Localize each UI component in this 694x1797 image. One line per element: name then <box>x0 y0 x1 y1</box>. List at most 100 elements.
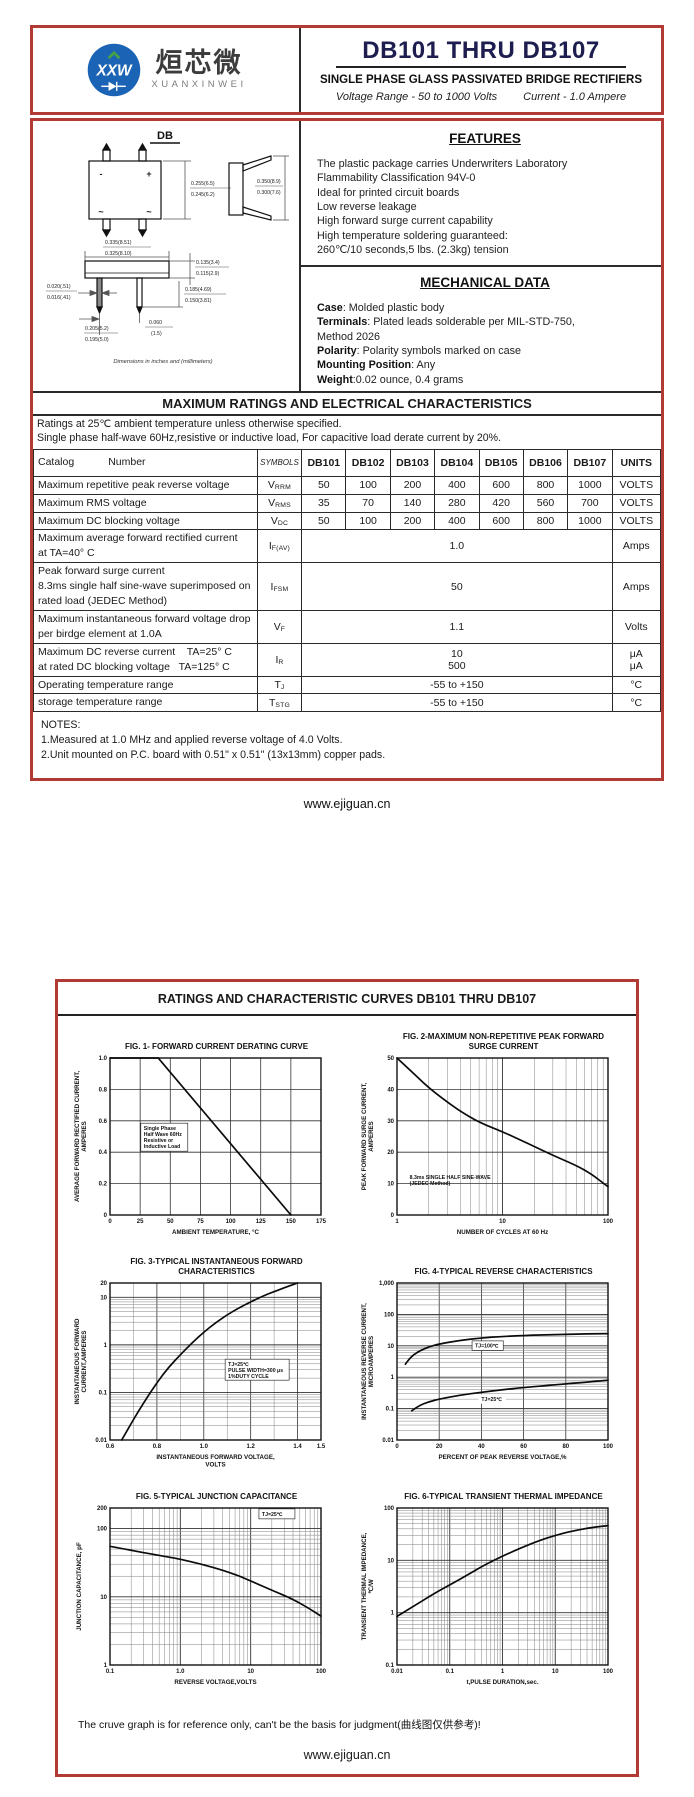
ratings-condition-2: Single phase half-wave 60Hz,resistive or… <box>37 431 502 444</box>
website-link[interactable]: www.ejiguan.cn <box>303 1748 391 1763</box>
svg-text:1: 1 <box>500 1669 504 1675</box>
device-col-header: DB105 <box>478 448 524 477</box>
notes-heading: NOTES: <box>41 719 81 732</box>
part-number-title: DB101 THRU DB107 <box>362 37 600 64</box>
svg-text:Half Wave 60Hz: Half Wave 60Hz <box>143 1132 182 1138</box>
svg-text:0.1: 0.1 <box>385 1407 394 1413</box>
svg-text:10: 10 <box>499 1219 506 1225</box>
mech-line: Weight:0.02 ounce, 0.4 grams <box>317 373 464 386</box>
brand-name-cjk: 烜芯微 <box>155 48 243 79</box>
svg-text:Single Phase: Single Phase <box>143 1126 175 1132</box>
svg-text:1.0: 1.0 <box>176 1669 185 1675</box>
dim-label: 0.335(8.51) <box>105 240 132 246</box>
symbols-header: SYMBOLS <box>256 448 303 477</box>
fig2-title: FIG. 2-MAXIMUM NON-REPETITIVE PEAK FORWA… <box>402 1032 605 1051</box>
mech-line: Polarity: Polarity symbols marked on cas… <box>317 345 522 358</box>
svg-text:TJ=25℃: TJ=25℃ <box>481 1396 502 1403</box>
dim-label: 0.115(2.9) <box>196 271 220 277</box>
package-bottom-view <box>84 260 170 315</box>
svg-text:25: 25 <box>136 1219 143 1225</box>
svg-text:20: 20 <box>100 1281 107 1287</box>
logo-circle <box>88 43 141 97</box>
svg-text:0: 0 <box>108 1219 112 1225</box>
svg-text:1,000: 1,000 <box>378 1281 394 1287</box>
device-col-header: DB104 <box>434 448 480 477</box>
mech-line: Case: Molded plastic body <box>317 302 445 314</box>
device-col-header: DB107 <box>567 448 613 477</box>
table-row-tj: Operating temperature range TJ -55 to +1… <box>33 675 662 695</box>
svg-text:200: 200 <box>96 1506 107 1512</box>
svg-text:100: 100 <box>602 1669 613 1675</box>
ratings-section-heading: MAXIMUM RATINGS AND ELECTRICAL CHARACTER… <box>33 391 661 417</box>
datasheet-page-1: XXW 烜芯微 XUANXINWEI DB101 THRU DB107 SING… <box>30 25 664 811</box>
feature-line: 260℃/10 seconds,5 lbs. (2.3kg) tension <box>317 244 509 257</box>
brand-logo-icon: XXW <box>88 43 141 97</box>
mech-line: Terminals: Plated leads solderable per M… <box>317 316 575 329</box>
svg-text:1.4: 1.4 <box>293 1444 302 1450</box>
svg-text:0.6: 0.6 <box>105 1444 114 1450</box>
fig1-title: FIG. 1- FORWARD CURRENT DERATING CURVE <box>124 1041 309 1051</box>
dimensions-caption: Dimensions in inches and (millimeters) <box>113 359 212 365</box>
svg-text:1.0: 1.0 <box>199 1444 208 1450</box>
svg-text:REVERSE VOLTAGE,VOLTS: REVERSE VOLTAGE,VOLTS <box>174 1679 256 1686</box>
curves-box: RATINGS AND CHARACTERISTIC CURVES DB101 … <box>55 979 639 1778</box>
device-col-header: DB103 <box>389 448 436 477</box>
svg-text:0.6: 0.6 <box>98 1119 107 1125</box>
fig6-transient-thermal-impedance: FIG. 6-TYPICAL TRANSIENT THERMAL IMPEDAN… <box>345 1482 632 1699</box>
dim-label: 0.255(6.5) <box>191 181 215 187</box>
svg-text:PULSE WIDTH=300 μs: PULSE WIDTH=300 μs <box>228 1368 283 1374</box>
mechanical-heading: MECHANICAL DATA <box>420 275 550 290</box>
table-row-tstg: storage temperature range TSTG -55 to +1… <box>33 693 662 713</box>
svg-text:VOLTS: VOLTS <box>205 1462 225 1469</box>
svg-text:50: 50 <box>166 1219 173 1225</box>
svg-text:10: 10 <box>100 1296 107 1302</box>
title-underline <box>336 66 626 68</box>
svg-text:1: 1 <box>395 1219 399 1225</box>
package-drawing-cell: DB - + ~ ~ <box>33 121 301 392</box>
ac-mark-1: ~ <box>98 207 103 217</box>
table-header-row: Catalog Number SYMBOLS DB101 DB102 DB103 … <box>33 448 662 477</box>
svg-text:175: 175 <box>315 1219 326 1225</box>
fig4-plot: 0 20 40 60 80 100 0.01 0.1 1 10 100 1,000 TJ=100℃ TJ=… <box>361 1281 614 1461</box>
fig3-title: FIG. 3-TYPICAL INSTANTANEOUS FORWARD CHA… <box>130 1257 303 1276</box>
svg-text:0.1: 0.1 <box>105 1669 114 1675</box>
feature-line: High temperature soldering guaranteed: <box>317 229 508 242</box>
charts-grid: FIG. 1- FORWARD CURRENT DERATING CURVE 0… <box>58 1016 636 1699</box>
brand-name: 烜芯微 XUANXINWEI <box>151 50 246 90</box>
dim-body-thickness <box>169 253 195 285</box>
device-subtitle: SINGLE PHASE GLASS PASSIVATED BRIDGE REC… <box>319 74 643 86</box>
fig5-title: FIG. 5-TYPICAL JUNCTION CAPACITANCE <box>135 1491 298 1501</box>
svg-text:1: 1 <box>390 1375 394 1381</box>
website-link[interactable]: www.ejiguan.cn <box>303 797 391 812</box>
fig5-junction-capacitance: FIG. 5-TYPICAL JUNCTION CAPACITANCE 0.1 1… <box>58 1482 345 1699</box>
svg-text:100: 100 <box>315 1669 326 1675</box>
svg-text:1.2: 1.2 <box>246 1444 255 1450</box>
main-content: DB - + ~ ~ <box>30 118 664 782</box>
dim-label: 0.150(3.81) <box>185 298 212 304</box>
fig1-forward-current-derating: FIG. 1- FORWARD CURRENT DERATING CURVE 0… <box>58 1032 345 1249</box>
svg-text:AVERAGE FORWARD RECTIFIED CURR: AVERAGE FORWARD RECTIFIED CURRENT,AMPERE… <box>74 1071 88 1202</box>
svg-text:TRANSIENT THERMAL IMPEDANCE,℃/: TRANSIENT THERMAL IMPEDANCE,℃/W <box>361 1533 375 1641</box>
dim-label: 0.325(8.10) <box>105 251 132 257</box>
svg-text:JUNCTION CAPACITANCE, pF: JUNCTION CAPACITANCE, pF <box>76 1542 83 1631</box>
svg-text:INSTANTANEOUS REVERSE CURRENT,: INSTANTANEOUS REVERSE CURRENT,MICROAMPER… <box>361 1303 375 1420</box>
fig4-reverse-characteristics: FIG. 4-TYPICAL REVERSE CHARACTERISTICS 0… <box>345 1257 632 1474</box>
svg-text:0.8: 0.8 <box>98 1088 107 1094</box>
fig4-title: FIG. 4-TYPICAL REVERSE CHARACTERISTICS <box>414 1266 593 1276</box>
svg-text:TJ=25℃: TJ=25℃ <box>228 1361 249 1368</box>
package-outline-drawing: DB - + ~ ~ <box>46 130 289 365</box>
ac-mark-2: ~ <box>146 207 151 217</box>
device-col-header: DB102 <box>345 448 391 477</box>
mechanical-data-section: MECHANICAL DATA Case: Molded plastic bod… <box>301 267 661 391</box>
svg-text:60: 60 <box>520 1444 527 1450</box>
table-row-ifsm: Peak forward surge current 8.3ms single h… <box>33 562 662 611</box>
dim-front-height <box>163 160 191 220</box>
svg-text:0.1: 0.1 <box>445 1669 454 1675</box>
dim-label: 0.195(5.0) <box>85 337 109 343</box>
svg-text:PEAK FORWARD SURGE CURRENT,AM: PEAK FORWARD SURGE CURRENT,AMPERES <box>361 1083 375 1191</box>
features-heading: FEATURES <box>449 131 521 146</box>
svg-text:100: 100 <box>225 1219 236 1225</box>
package-name: DB <box>157 130 173 142</box>
svg-text:10: 10 <box>551 1669 558 1675</box>
